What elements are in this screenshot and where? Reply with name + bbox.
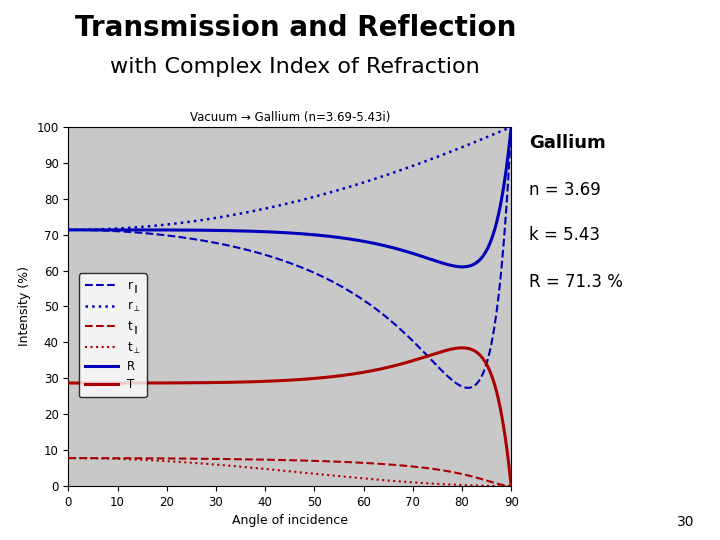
X-axis label: Angle of incidence: Angle of incidence bbox=[232, 514, 348, 527]
Text: with Complex Index of Refraction: with Complex Index of Refraction bbox=[110, 57, 480, 77]
Text: k = 5.43: k = 5.43 bbox=[529, 226, 600, 244]
Text: n = 3.69: n = 3.69 bbox=[529, 181, 601, 199]
Text: Gallium: Gallium bbox=[529, 134, 606, 152]
Title: Vacuum → Gallium (n=3.69-5.43i): Vacuum → Gallium (n=3.69-5.43i) bbox=[189, 111, 390, 124]
Text: 30: 30 bbox=[678, 515, 695, 529]
Y-axis label: Intensity (%): Intensity (%) bbox=[18, 266, 31, 347]
Legend: r$_\parallel$, r$_\perp$, t$_\parallel$, t$_\perp$, R, T: r$_\parallel$, r$_\perp$, t$_\parallel$,… bbox=[78, 273, 147, 397]
Text: R = 71.3 %: R = 71.3 % bbox=[529, 273, 623, 291]
Text: Transmission and Reflection: Transmission and Reflection bbox=[74, 14, 516, 42]
